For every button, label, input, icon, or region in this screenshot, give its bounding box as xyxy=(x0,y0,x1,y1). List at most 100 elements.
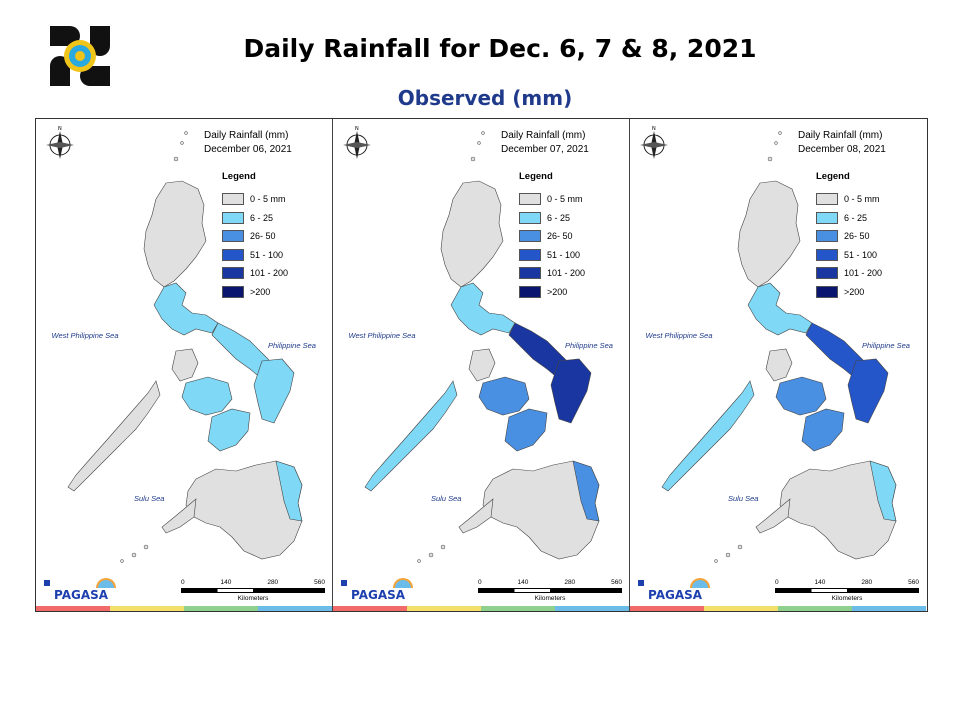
legend-swatch xyxy=(816,285,838,298)
legend-swatch xyxy=(519,211,541,224)
sulu-islet xyxy=(417,559,421,563)
legend-swatch xyxy=(222,193,244,206)
legend-item: 101 - 200 xyxy=(519,264,585,283)
sulu-islet xyxy=(143,544,149,550)
sea-label-philippine-sea: Philippine Sea xyxy=(268,341,316,350)
region-western-visayas xyxy=(181,376,233,416)
island-palawan xyxy=(364,380,458,492)
legend-label: 101 - 200 xyxy=(250,268,289,279)
legend-title: Legend xyxy=(222,171,256,182)
pagasa-logo: PAGASA xyxy=(337,574,417,604)
region-central-visayas xyxy=(207,408,251,452)
legend-title: Legend xyxy=(519,171,553,182)
legend-swatch xyxy=(222,211,244,224)
panel-title: Daily Rainfall (mm) December 06, 2021 xyxy=(204,129,292,157)
legend-label: >200 xyxy=(250,286,271,297)
panel-title-line1: Daily Rainfall (mm) xyxy=(204,130,289,141)
north-arrow-icon: N xyxy=(640,126,668,159)
sea-label-west-philippine-sea: West Philippine Sea xyxy=(348,331,416,340)
sulu-islet xyxy=(440,544,446,550)
batanes-islet xyxy=(767,156,773,162)
legend-item: 26- 50 xyxy=(519,227,585,246)
legend-label: 26- 50 xyxy=(844,231,870,242)
sea-label-philippine-sea: Philippine Sea xyxy=(862,341,910,350)
legend-label: 26- 50 xyxy=(250,231,276,242)
region-western-visayas xyxy=(478,376,530,416)
scale-bar-graphic xyxy=(478,588,622,593)
sea-label-sulu-sea: Sulu Sea xyxy=(134,494,165,503)
sulu-islet xyxy=(714,559,718,563)
region-north-luzon xyxy=(143,180,207,288)
island-zamboanga xyxy=(755,498,791,534)
philippines-map xyxy=(364,131,600,563)
legend-item: 0 - 5 mm xyxy=(816,190,882,209)
island-mindoro xyxy=(171,348,199,382)
batanes-islet xyxy=(481,131,485,135)
region-north-luzon xyxy=(737,180,801,288)
legend-swatch xyxy=(222,248,244,261)
island-mindoro xyxy=(765,348,793,382)
legend-label: 101 - 200 xyxy=(844,268,883,279)
legend-label: 26- 50 xyxy=(547,231,573,242)
legend-swatch xyxy=(519,193,541,206)
legend-swatch xyxy=(519,267,541,280)
region-central-luzon xyxy=(153,282,219,336)
legend-item: 0 - 5 mm xyxy=(222,190,288,209)
svg-text:N: N xyxy=(58,126,62,132)
scale-unit: Kilometers xyxy=(831,595,863,602)
island-palawan xyxy=(67,380,161,492)
stripe-segment xyxy=(630,606,704,611)
legend-label: 51 - 100 xyxy=(844,249,878,260)
legend-label: 51 - 100 xyxy=(250,249,284,260)
legend-item: 6 - 25 xyxy=(519,209,585,228)
stripe-segment xyxy=(852,606,926,611)
legend-swatch xyxy=(519,285,541,298)
region-mindanao xyxy=(185,460,303,560)
panel-title: Daily Rainfall (mm) December 08, 2021 xyxy=(798,129,886,157)
panel-title-line1: Daily Rainfall (mm) xyxy=(501,130,586,141)
svg-text:N: N xyxy=(355,126,359,132)
scale-tick-label: 280 xyxy=(564,579,576,586)
legend-item: 101 - 200 xyxy=(816,264,882,283)
stripe-segment xyxy=(258,606,332,611)
legend-label: 101 - 200 xyxy=(547,268,586,279)
legend-swatch xyxy=(816,211,838,224)
island-zamboanga xyxy=(458,498,494,534)
rainfall-map-panel: N Daily Rainfall (mm) December 06, 2021 … xyxy=(36,119,333,611)
scale-tick-label: 560 xyxy=(611,579,622,586)
sea-label-sulu-sea: Sulu Sea xyxy=(431,494,462,503)
legend-label: 6 - 25 xyxy=(547,212,571,223)
scale-bar: 0 140 280 560 Kilometers xyxy=(775,579,919,607)
legend-swatch xyxy=(222,267,244,280)
scale-tick-label: 140 xyxy=(814,579,826,586)
scale-bar-graphic xyxy=(181,588,325,593)
batanes-islet xyxy=(470,156,476,162)
stripe-segment xyxy=(36,606,110,611)
panel-title: Daily Rainfall (mm) December 07, 2021 xyxy=(501,129,589,157)
panel-title-date: December 07, 2021 xyxy=(501,144,589,155)
philippines-map xyxy=(67,131,303,563)
legend-item: 26- 50 xyxy=(222,227,288,246)
batanes-islet xyxy=(774,141,778,145)
region-mindanao-east xyxy=(572,460,600,522)
legend: Legend 0 - 5 mm 6 - 25 26- 50 51 - 100 101 -… xyxy=(519,171,585,301)
sulu-islet xyxy=(725,552,731,558)
stripe-segment xyxy=(778,606,852,611)
region-mindanao xyxy=(482,460,600,560)
legend-item: >200 xyxy=(519,283,585,302)
rainfall-map-panel: N Daily Rainfall (mm) December 07, 2021 … xyxy=(333,119,630,611)
scale-unit: Kilometers xyxy=(534,595,566,602)
legend-item: >200 xyxy=(222,283,288,302)
batanes-islet xyxy=(184,131,188,135)
panel-title-date: December 06, 2021 xyxy=(204,144,292,155)
stripe-segment xyxy=(481,606,555,611)
scale-tick-label: 280 xyxy=(267,579,279,586)
sea-label-west-philippine-sea: West Philippine Sea xyxy=(645,331,713,340)
region-central-visayas xyxy=(801,408,845,452)
legend-swatch xyxy=(816,230,838,243)
batanes-islet xyxy=(477,141,481,145)
sea-label-philippine-sea: Philippine Sea xyxy=(565,341,613,350)
region-central-luzon xyxy=(747,282,813,336)
batanes-islet xyxy=(778,131,782,135)
legend-item: 0 - 5 mm xyxy=(519,190,585,209)
